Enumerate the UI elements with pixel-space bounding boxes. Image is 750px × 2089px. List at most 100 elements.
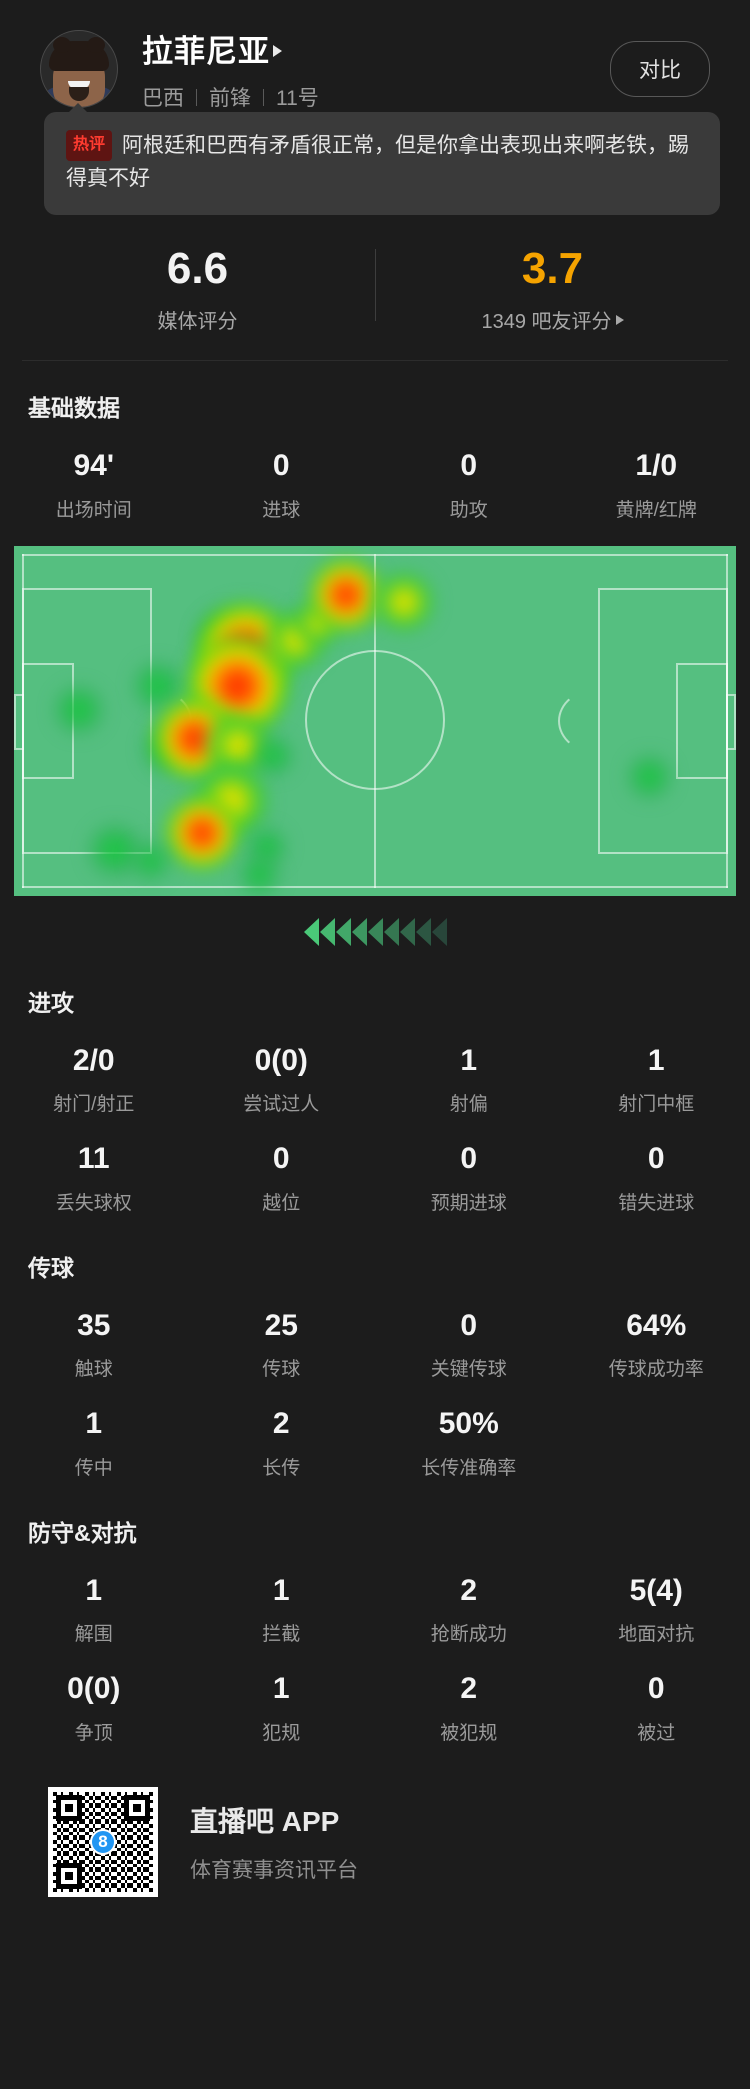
stat-value: 50% [438, 1407, 499, 1441]
stat-cell: 1/0 黄牌/红牌 [563, 429, 750, 528]
stat-label: 长传 [262, 1457, 301, 1479]
attack-stats-grid: 2/0 射门/射正 0(0) 尝试过人 1 射偏 1 射门中框 11 丢失球权 … [0, 1024, 750, 1221]
stat-value: 5(4) [629, 1573, 683, 1607]
player-position: 前锋 [209, 87, 251, 110]
stat-value: 25 [264, 1308, 298, 1342]
heatmap-blob [627, 755, 671, 799]
stat-cell: 35 触球 [0, 1289, 188, 1388]
player-meta: 巴西 前锋 11号 [142, 82, 610, 112]
stat-value: 0 [460, 449, 478, 483]
stat-label: 抢断成功 [430, 1624, 507, 1646]
stat-label: 被犯规 [440, 1722, 498, 1744]
page-title: 拉菲尼亚 [142, 34, 270, 69]
triangle-right-icon [273, 44, 282, 57]
avatar-beard [69, 87, 89, 101]
heatmap-section [0, 528, 750, 956]
stat-value: 0(0) [254, 1043, 308, 1077]
heatmap-blob [54, 686, 103, 735]
stat-cell: 2 长传 [188, 1387, 376, 1486]
stat-cell: 2 被犯规 [375, 1652, 563, 1751]
player-name-row[interactable]: 拉菲尼亚 [142, 26, 610, 71]
fan-rating-value: 3.7 [521, 244, 584, 294]
stat-label: 错失进球 [618, 1192, 695, 1214]
stat-label: 射门/射正 [53, 1094, 135, 1116]
stat-label: 被过 [637, 1722, 676, 1744]
heatmap-pitch[interactable] [14, 545, 736, 896]
stat-label: 传中 [74, 1457, 113, 1479]
stat-cell: 1 解围 [0, 1554, 188, 1653]
stat-cell: 1 射门中框 [563, 1024, 750, 1123]
stat-label: 助攻 [449, 499, 488, 521]
stat-value: 1 [460, 1043, 478, 1077]
stat-cell: 0(0) 尝试过人 [188, 1024, 376, 1123]
stat-cell: 2/0 射门/射正 [0, 1024, 188, 1123]
footer-app-name: 直播吧 APP [190, 1805, 340, 1837]
chevron-left-icon [351, 917, 367, 946]
compare-button[interactable]: 对比 [610, 41, 710, 97]
player-header: 拉菲尼亚 巴西 前锋 11号 对比 [0, 0, 750, 112]
stat-value: 11 [77, 1142, 110, 1176]
stat-cell: 0 错失进球 [563, 1122, 750, 1221]
chevron-left-icon [415, 917, 431, 946]
avatar[interactable] [40, 30, 118, 108]
stat-cell: 50% 长传准确率 [375, 1387, 563, 1486]
stat-cell: 0 越位 [188, 1122, 376, 1221]
stat-label: 触球 [74, 1359, 113, 1381]
hot-comment[interactable]: 热评 阿根廷和巴西有矛盾很正常，但是你拿出表现出来啊老铁，踢得真不好 [44, 102, 720, 216]
stat-cell: 1 射偏 [375, 1024, 563, 1123]
stat-value: 0 [460, 1308, 478, 1342]
media-rating-label-text: 媒体评分 [157, 311, 238, 334]
stat-cell: 1 犯规 [188, 1652, 376, 1751]
stat-value: 1 [85, 1573, 103, 1607]
hot-comment-text: 阿根廷和巴西有矛盾很正常，但是你拿出表现出来啊老铁，踢得真不好 [66, 134, 690, 190]
pitch-goal-left [14, 693, 24, 750]
stat-value: 0 [272, 449, 290, 483]
stat-cell-empty [563, 1387, 750, 1486]
pitch-goal-box-right [676, 662, 728, 779]
stat-label: 出场时间 [55, 499, 132, 521]
qr-eye-bottom-left [56, 1862, 82, 1889]
stat-label: 预期进球 [430, 1192, 507, 1214]
chevron-left-icon [383, 917, 399, 946]
stat-label: 解围 [74, 1624, 113, 1646]
stat-label: 争顶 [74, 1722, 113, 1744]
pitch-arc-right [558, 687, 638, 754]
footer-tagline: 体育赛事资讯平台 [190, 1858, 358, 1882]
qr-center-logo: 8 [90, 1828, 116, 1855]
heatmap-blob [310, 558, 383, 631]
stat-value: 1 [272, 1672, 290, 1706]
stat-value: 1 [85, 1407, 103, 1441]
stat-label: 进球 [262, 499, 301, 521]
chevrons-left-icon [14, 896, 736, 956]
footer-text: 直播吧 APP 体育赛事资讯平台 [190, 1800, 358, 1884]
stat-value: 1 [647, 1043, 665, 1077]
stat-label: 越位 [262, 1192, 301, 1214]
ratings-row: 6.6 媒体评分 3.7 1349 吧友评分 [0, 244, 750, 360]
chevron-left-icon [303, 917, 319, 946]
pitch-goal-right [726, 693, 736, 750]
chevron-left-icon [399, 917, 415, 946]
stat-cell: 2 抢断成功 [375, 1554, 563, 1653]
qr-code-icon[interactable]: 8 [48, 1786, 158, 1897]
heatmap-blob [375, 573, 433, 631]
app-footer: 8 直播吧 APP 体育赛事资讯平台 [0, 1751, 750, 1897]
heatmap-blob [254, 736, 294, 776]
fan-rating[interactable]: 3.7 1349 吧友评分 [375, 244, 730, 334]
stat-cell: 0 助攻 [375, 429, 563, 528]
section-title-passing: 传球 [28, 1254, 74, 1281]
stat-cell: 64% 传球成功率 [563, 1289, 750, 1388]
media-rating-label: 媒体评分 [20, 305, 375, 334]
stat-label: 射偏 [449, 1094, 488, 1116]
qr-eye-top-left [56, 1794, 82, 1821]
stat-cell: 1 拦截 [188, 1554, 376, 1653]
stat-cell: 0 被过 [563, 1652, 750, 1751]
stat-value: 2/0 [72, 1043, 115, 1077]
basic-stats-grid: 94' 出场时间 0 进球 0 助攻 1/0 黄牌/红牌 [0, 429, 750, 528]
stat-value: 2 [272, 1407, 290, 1441]
stat-label: 长传准确率 [421, 1457, 517, 1479]
ratings-divider [375, 249, 376, 322]
chevron-left-icon [319, 917, 335, 946]
stat-cell: 0 关键传球 [375, 1289, 563, 1388]
stat-cell: 11 丢失球权 [0, 1122, 188, 1221]
heatmap-blob [165, 796, 238, 869]
